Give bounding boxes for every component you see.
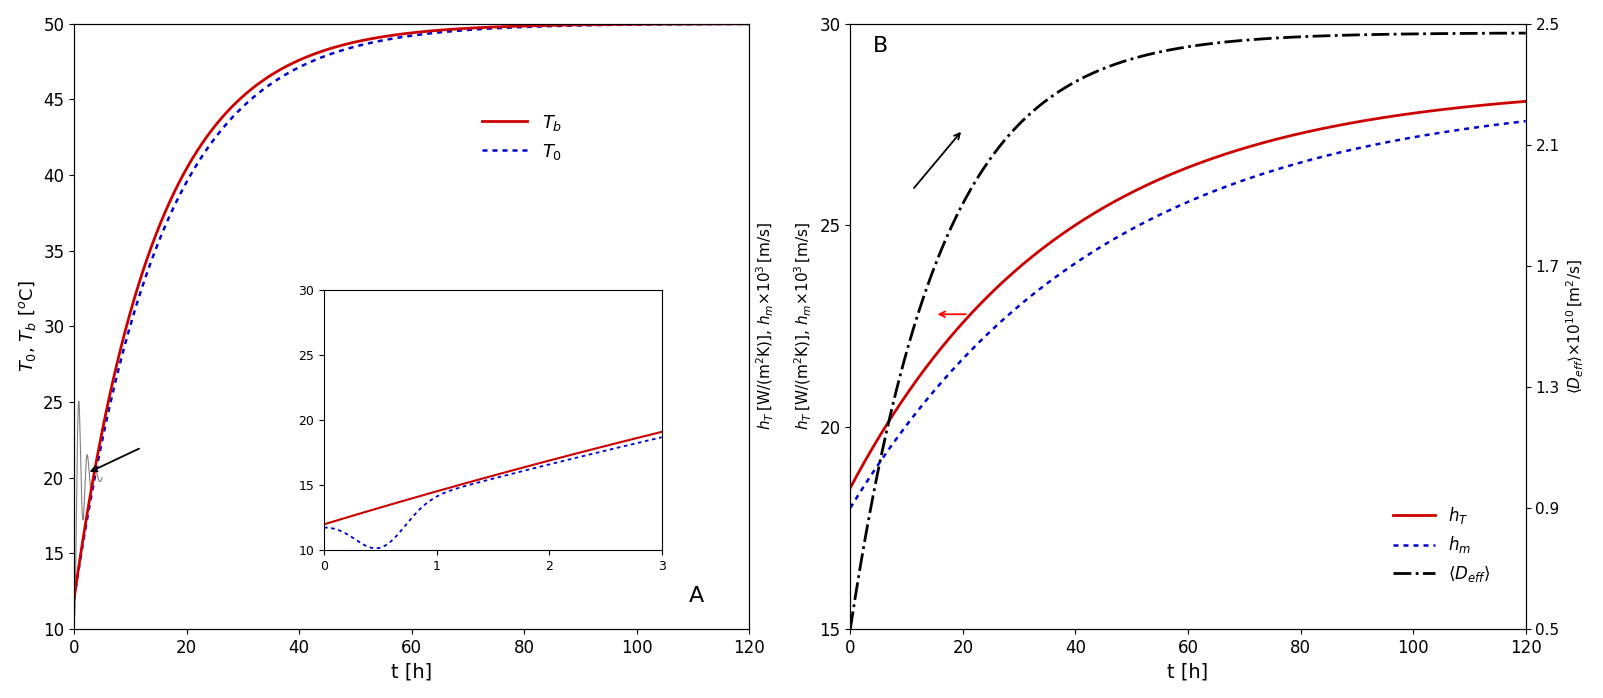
$\langle D_{eff}\rangle$ bbox=[959, 191, 978, 200]
$T_b$ bbox=[141, 244, 160, 252]
$h_T$ bbox=[1502, 98, 1521, 107]
$h_T$ bbox=[1100, 200, 1119, 209]
$h_T$ bbox=[1430, 105, 1449, 114]
X-axis label: t [h]: t [h] bbox=[1167, 662, 1209, 681]
$T_0$ bbox=[353, 40, 372, 49]
$\langle D_{eff}\rangle$ bbox=[917, 282, 936, 290]
Legend: $h_T$, $h_m$, $\langle D_{eff}\rangle$: $h_T$, $h_m$, $\langle D_{eff}\rangle$ bbox=[1387, 498, 1497, 591]
$T_b$ bbox=[353, 36, 372, 45]
$T_b$ bbox=[181, 156, 200, 165]
$T_0$ bbox=[324, 49, 343, 57]
$T_b$ bbox=[654, 20, 673, 29]
$T_0$ bbox=[741, 20, 760, 28]
$h_T$ bbox=[957, 313, 976, 322]
$h_T$ bbox=[1129, 185, 1148, 193]
$h_T$ bbox=[840, 484, 859, 492]
$h_m$ bbox=[1502, 119, 1521, 127]
Line: $\langle D_{eff}\rangle$: $\langle D_{eff}\rangle$ bbox=[850, 33, 1526, 629]
$\langle D_{eff}\rangle$ bbox=[1502, 29, 1521, 37]
Legend: $T_b$, $T_0$: $T_b$, $T_0$ bbox=[474, 105, 569, 169]
Y-axis label: $h_T\,[\mathrm{W/(m^2K)}]$, $h_m$$\times$$10^3\,[\mathrm{m/s}]$: $h_T\,[\mathrm{W/(m^2K)}]$, $h_m$$\times… bbox=[755, 222, 776, 431]
$\langle D_{eff}\rangle$ bbox=[1430, 29, 1449, 38]
$T_b$ bbox=[726, 20, 745, 28]
$h_T$ bbox=[917, 362, 936, 370]
Line: $h_T$: $h_T$ bbox=[850, 101, 1526, 488]
$T_0$ bbox=[654, 20, 673, 29]
$T_0$ bbox=[726, 20, 745, 28]
$\langle D_{eff}\rangle$ bbox=[1516, 29, 1536, 37]
Y-axis label: $h_T\,[\mathrm{W/(m^2K)}]$, $h_m$$\times$$10^3\,[\mathrm{m/s}]$: $h_T\,[\mathrm{W/(m^2K)}]$, $h_m$$\times… bbox=[793, 222, 814, 431]
$T_0$ bbox=[64, 595, 83, 603]
Text: B: B bbox=[872, 36, 888, 56]
X-axis label: t [h]: t [h] bbox=[391, 662, 433, 681]
$h_m$ bbox=[957, 350, 976, 358]
Y-axis label: $T_0$, $T_b$ [$^o$C]: $T_0$, $T_b$ [$^o$C] bbox=[16, 281, 37, 372]
$h_m$ bbox=[1430, 128, 1449, 137]
$T_0$ bbox=[181, 170, 200, 178]
$h_m$ bbox=[840, 504, 859, 512]
Text: A: A bbox=[689, 586, 704, 607]
Line: $T_0$: $T_0$ bbox=[74, 24, 750, 599]
Y-axis label: $\langle D_{eff}\rangle$$\times$$10^{10}\,[\mathrm{m^2/s}]$: $\langle D_{eff}\rangle$$\times$$10^{10}… bbox=[1565, 259, 1587, 394]
$h_m$ bbox=[1516, 117, 1536, 126]
$\langle D_{eff}\rangle$ bbox=[1129, 53, 1148, 61]
$T_0$ bbox=[141, 258, 160, 266]
$h_m$ bbox=[1100, 237, 1119, 246]
$\langle D_{eff}\rangle$ bbox=[840, 625, 859, 633]
Line: $T_b$: $T_b$ bbox=[74, 24, 750, 599]
$T_b$ bbox=[64, 595, 83, 603]
$T_b$ bbox=[324, 43, 343, 52]
Line: $h_m$: $h_m$ bbox=[850, 121, 1526, 508]
$\langle D_{eff}\rangle$ bbox=[1100, 62, 1119, 70]
$h_m$ bbox=[1129, 221, 1148, 230]
$h_m$ bbox=[917, 395, 936, 403]
$h_T$ bbox=[1516, 97, 1536, 105]
$T_b$ bbox=[741, 20, 760, 28]
